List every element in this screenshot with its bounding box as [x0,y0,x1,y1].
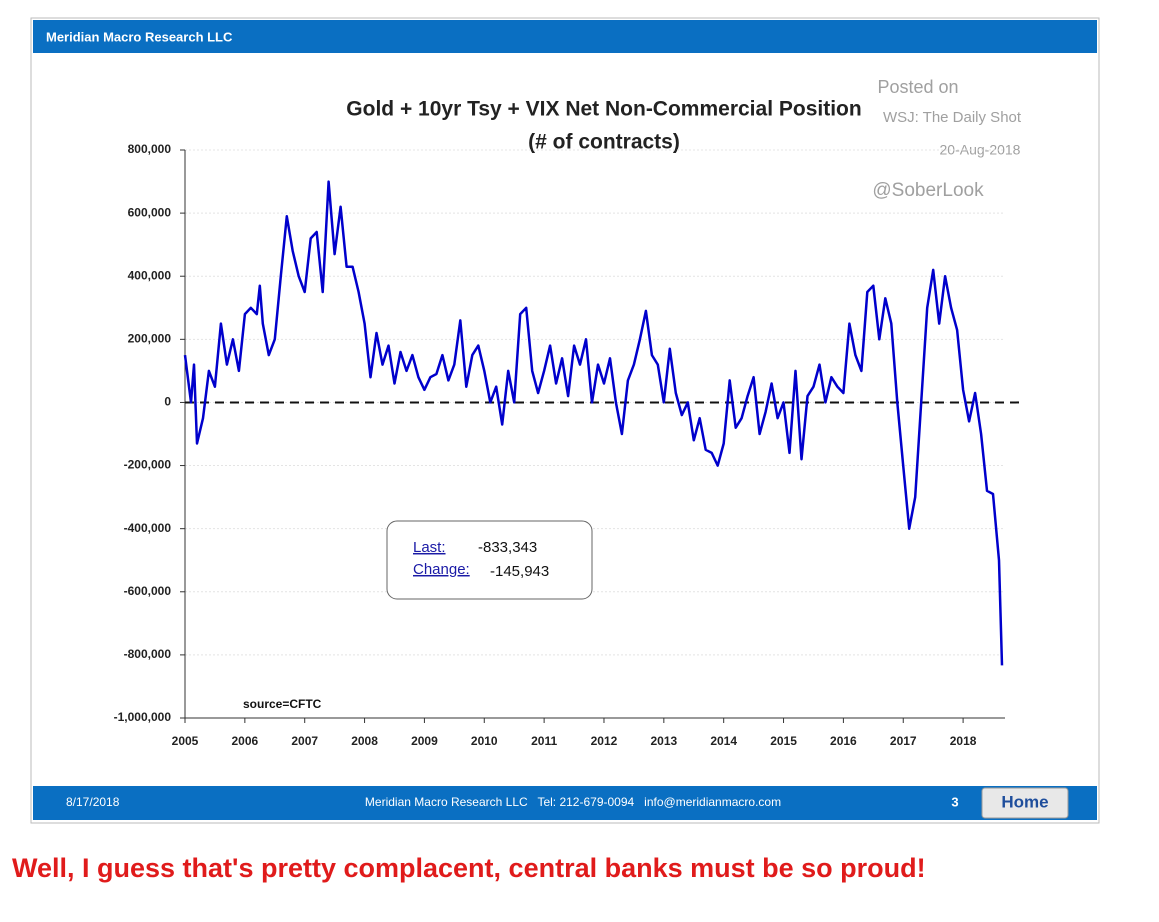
info-label: Last: [413,539,446,556]
data-line [183,180,1004,666]
annotation: WSJ: The Daily Shot [883,109,1022,126]
x-tick-label: 2009 [411,734,438,748]
header-title: Meridian Macro Research LLC [46,29,233,44]
home-button-label[interactable]: Home [1001,792,1048,811]
y-tick-label: 400,000 [128,268,172,282]
annotation: Posted on [877,77,958,97]
footer-contact: Meridian Macro Research LLC Tel: 212-679… [365,795,781,809]
footer-bar [33,786,1097,820]
y-tick-label: -200,000 [124,458,172,472]
home-button[interactable] [981,787,1069,819]
x-tick-label: 2016 [830,734,857,748]
x-tick-label: 2006 [232,734,259,748]
y-tick-label: 200,000 [128,332,172,346]
x-tick-label: 2010 [471,734,498,748]
annotation: 20-Aug-2018 [940,142,1021,158]
info-value: -833,343 [478,539,537,556]
page-number: 3 [951,794,958,809]
x-tick-label: 2014 [710,734,737,748]
caption: Well, I guess that's pretty complacent, … [12,853,926,883]
x-tick-label: 2015 [770,734,797,748]
x-tick-label: 2013 [650,734,677,748]
chart-subtitle: (# of contracts) [528,131,680,154]
y-tick-label: -600,000 [124,584,172,598]
x-tick-label: 2018 [950,734,977,748]
x-tick-label: 2005 [172,734,199,748]
annotation: @SoberLook [872,180,984,201]
plot-area: -1,000,000 -800,000 -600,000 -400,000 -200,0… [114,142,1020,748]
footer-date: 8/17/2018 [66,795,120,809]
info-box [386,520,593,600]
source-note: source=CFTC [243,697,322,711]
y-tick-label: 600,000 [128,205,172,219]
chart-title: Gold + 10yr Tsy + VIX Net Non-Commercial… [346,98,861,121]
x-tick-label: 2012 [591,734,618,748]
header-bar [33,20,1097,53]
y-tick-label: -800,000 [124,647,172,661]
y-tick-label: 0 [164,395,171,409]
info-label: Change: [413,561,470,578]
y-tick-label: -400,000 [124,521,172,535]
x-tick-label: 2008 [351,734,378,748]
y-tick-label: -1,000,000 [114,710,172,724]
x-tick-label: 2007 [291,734,318,748]
x-tick-label: 2017 [890,734,917,748]
info-value: -145,943 [490,563,549,580]
y-tick-label: 800,000 [128,142,172,156]
x-tick-label: 2011 [531,734,557,748]
